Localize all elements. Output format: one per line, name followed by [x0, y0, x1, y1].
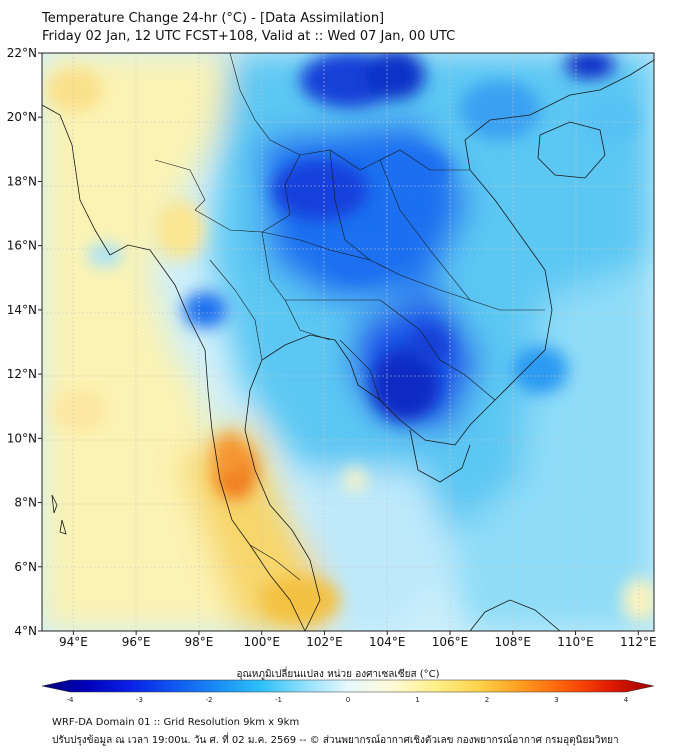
longitude-tick-label: 112°E — [620, 635, 657, 649]
colorbar-tick-label: 0 — [346, 696, 350, 704]
map-frame — [41, 52, 655, 632]
latitude-tick-label: 14°N — [7, 303, 37, 317]
latitude-tick-label: 20°N — [7, 110, 37, 124]
longitude-tick-label: 96°E — [122, 635, 151, 649]
latitude-tick-label: 12°N — [7, 367, 37, 381]
colorbar-tick-label: 2 — [485, 696, 489, 704]
longitude-tick-label: 94°E — [59, 635, 88, 649]
colorbar-scale — [41, 679, 655, 693]
latitude-tick-label: 4°N — [14, 624, 37, 638]
latitude-tick-label: 6°N — [14, 560, 37, 574]
longitude-axis: 94°E 96°E 98°E 100°E 102°E 104°E 106°E 108°E 110… — [59, 631, 657, 649]
colorbar-tick-label: -2 — [206, 696, 213, 704]
colorbar-ticks: -4 -3 -2 -1 0 1 2 3 4 — [67, 696, 629, 704]
longitude-tick-label: 98°E — [184, 635, 213, 649]
colorbar-tick-label: -1 — [275, 696, 282, 704]
longitude-tick-label: 100°E — [243, 635, 280, 649]
colorbar-tick-label: -4 — [67, 696, 75, 704]
temperature-field — [42, 53, 654, 631]
latitude-tick-label: 10°N — [7, 431, 37, 445]
latitude-axis: 22°N 20°N 18°N 16°N 14°N 12°N 10°N 8°N 6°N 4°N — [7, 46, 42, 638]
colorbar: -4 -3 -2 -1 0 1 2 3 4 — [41, 679, 655, 704]
latitude-tick-label: 8°N — [14, 496, 37, 510]
map-subtitle: Friday 02 Jan, 12 UTC FCST+108, Valid at… — [42, 29, 456, 44]
map-title: Temperature Change 24-hr (°C) - [Data As… — [42, 11, 385, 26]
colorbar-tick-label: 4 — [624, 696, 629, 704]
coastlines — [42, 59, 654, 631]
colorbar-tick-label: -3 — [136, 696, 143, 704]
latitude-tick-label: 18°N — [7, 174, 37, 188]
latitude-tick-label: 16°N — [7, 239, 37, 253]
footer-model-info: WRF-DA Domain 01 :: Grid Resolution 9km … — [52, 717, 300, 728]
longitude-tick-label: 110°E — [557, 635, 594, 649]
colorbar-tick-label: 3 — [554, 696, 558, 704]
longitude-tick-label: 108°E — [495, 635, 532, 649]
longitude-tick-label: 104°E — [369, 635, 406, 649]
latitude-tick-label: 22°N — [7, 46, 37, 60]
colorbar-title: อุณหภูมิเปลี่ยนแปลง หน่วย องศาเซลเซียส (… — [236, 669, 440, 680]
colorbar-tick-label: 1 — [415, 696, 419, 704]
footer-credit: ปรับปรุงข้อมูล ณ เวลา 19:00น. วัน ศ. ที่… — [52, 735, 619, 746]
longitude-tick-label: 106°E — [432, 635, 469, 649]
longitude-tick-label: 102°E — [306, 635, 343, 649]
country-borders — [154, 53, 545, 581]
